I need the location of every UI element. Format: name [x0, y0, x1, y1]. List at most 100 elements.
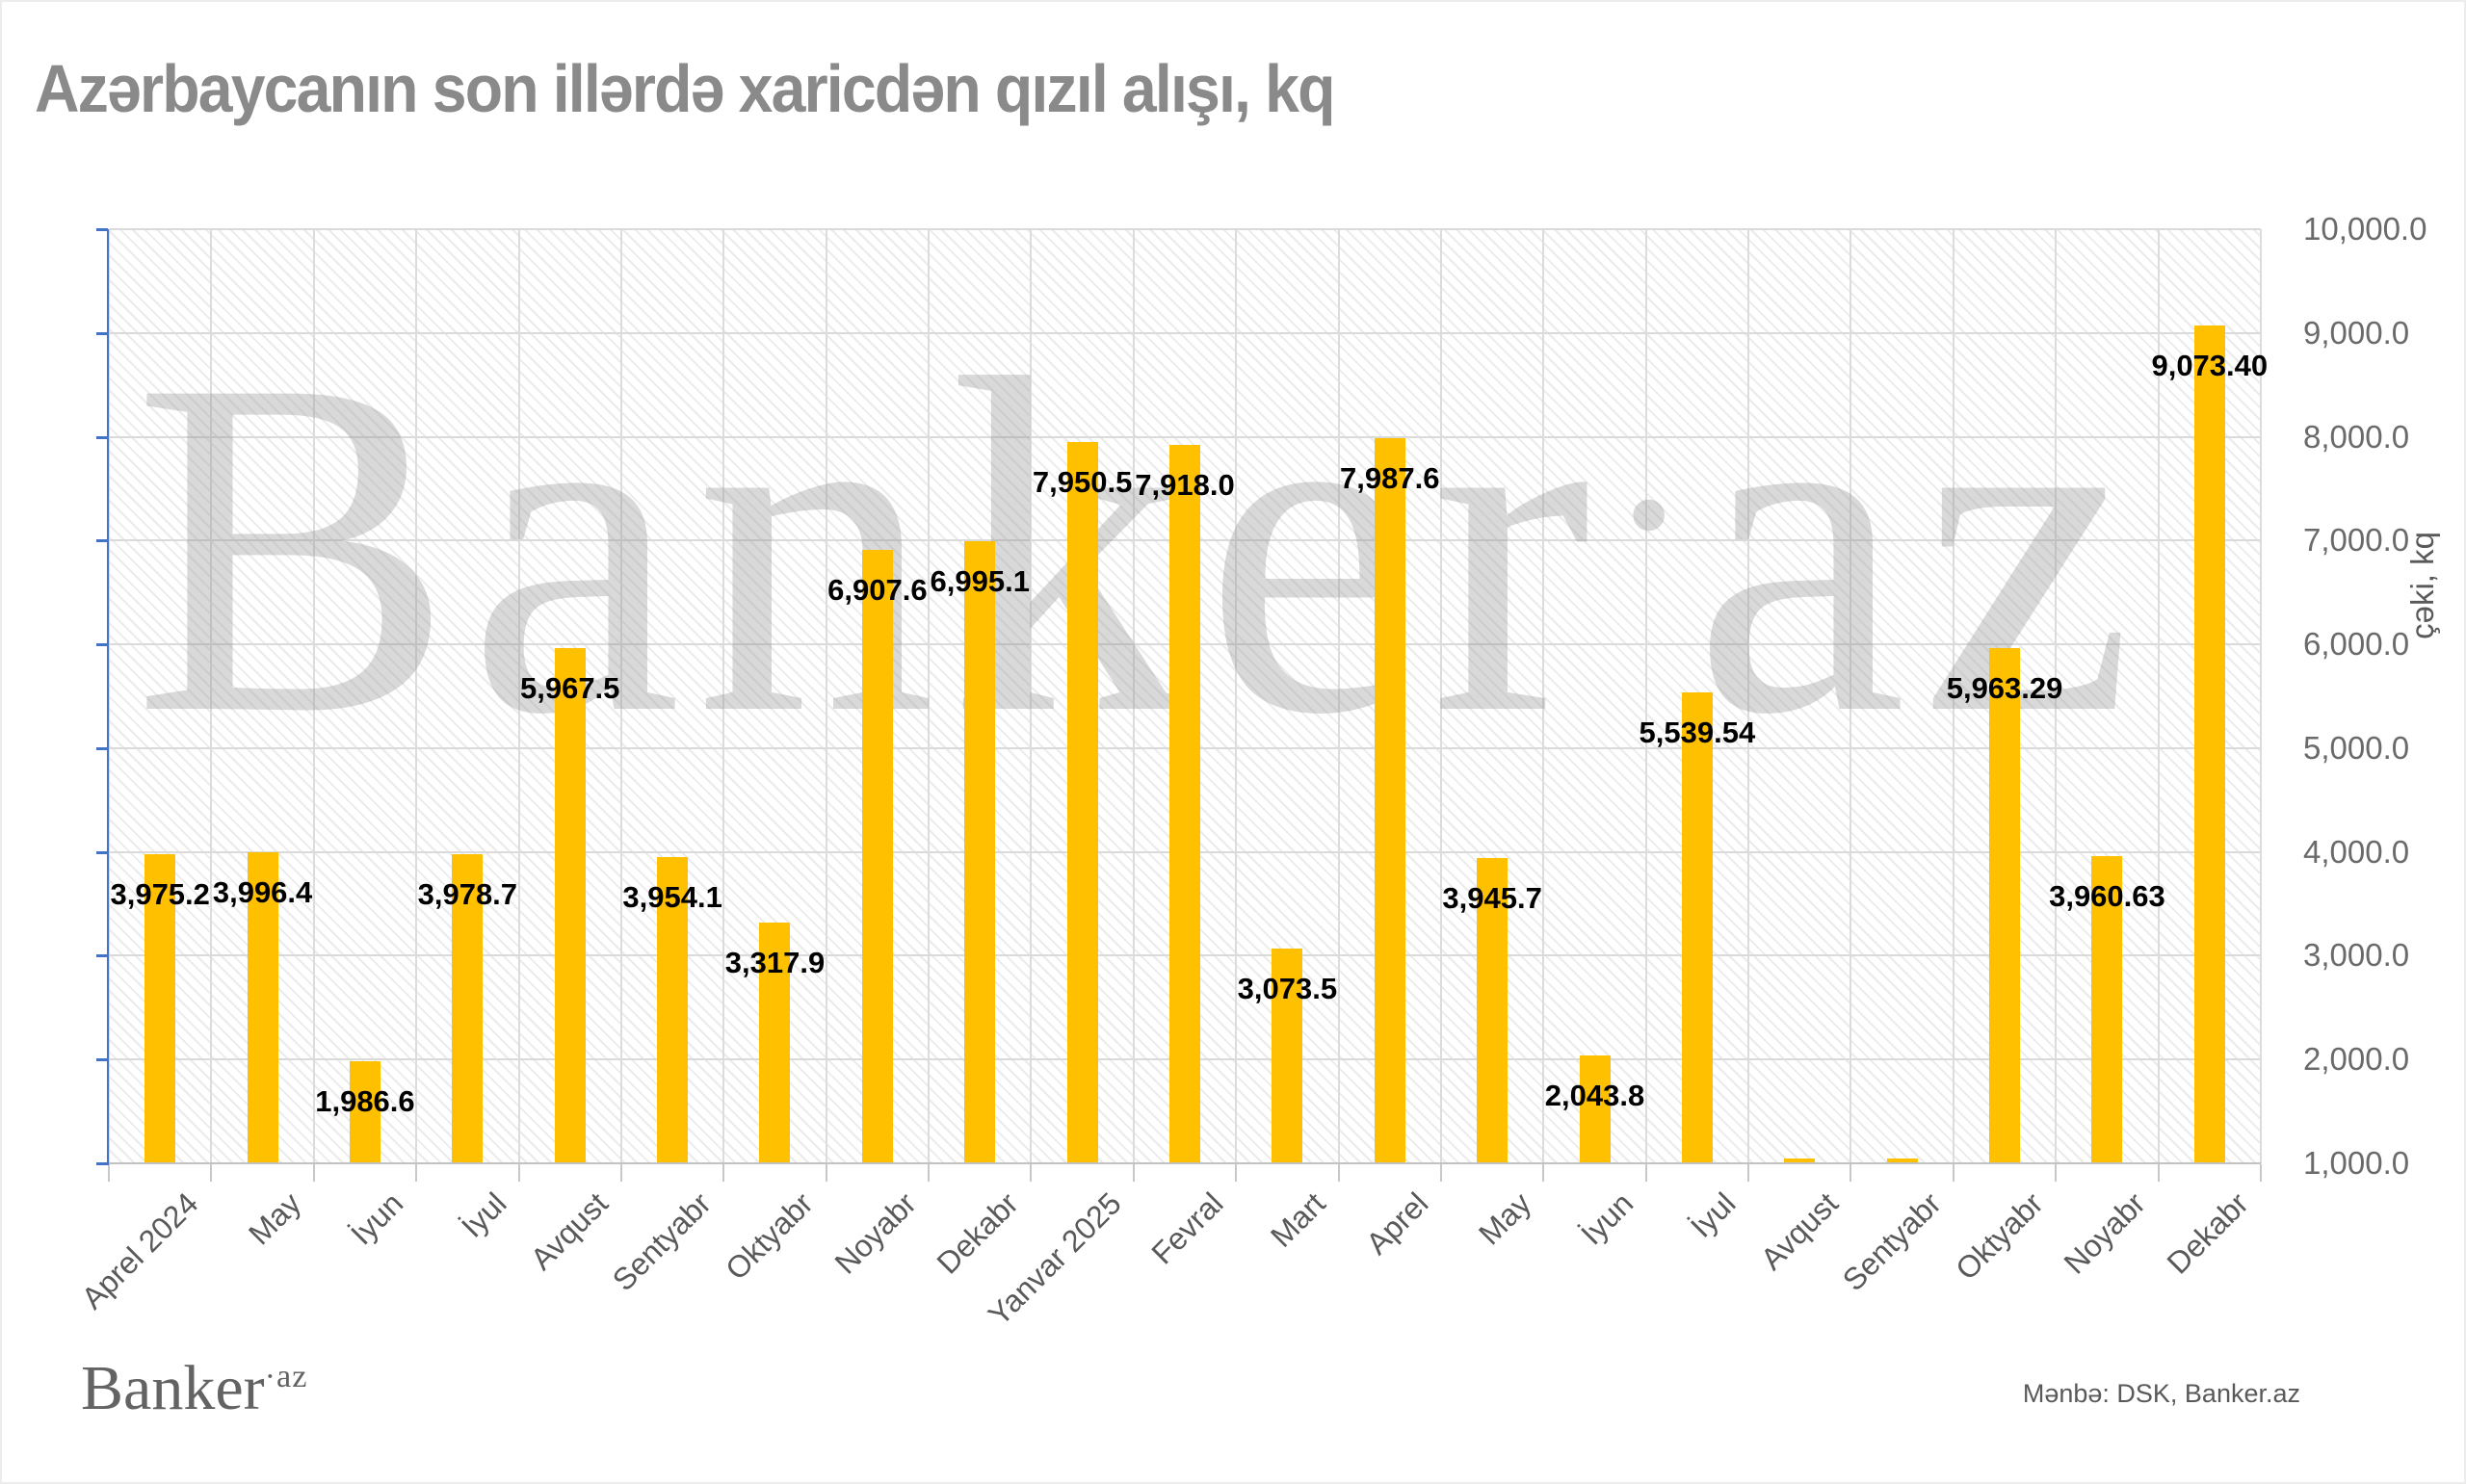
- bar-i̇yul: [1681, 691, 1713, 1163]
- data-label: 3,073.5: [1237, 971, 1338, 1005]
- logo-suffix: ·az: [264, 1358, 308, 1394]
- bar-aprel-2024: [144, 854, 176, 1163]
- gridline-vertical: [1132, 229, 1135, 1163]
- bar-oktyabr: [1989, 648, 2021, 1163]
- bar-avqust: [1784, 1159, 1816, 1163]
- gridline-horizontal: [109, 435, 2261, 438]
- gridline-vertical: [312, 229, 315, 1163]
- x-axis-tick: [1542, 1164, 1545, 1182]
- x-category-label: İyul: [454, 1185, 513, 1244]
- y-tick-label: 3,000.0: [2303, 937, 2410, 974]
- data-label: 5,539.54: [1639, 715, 1756, 749]
- gridline-vertical: [517, 229, 520, 1163]
- gridline-vertical: [1747, 229, 1750, 1163]
- x-category-label: Sentyabr: [1835, 1185, 1948, 1298]
- bar-sentyabr: [1886, 1159, 1918, 1163]
- y-tick-label: 10,000.0: [2303, 211, 2427, 247]
- x-category-label: Dekabr: [2160, 1185, 2255, 1281]
- x-category-label: Noyabr: [827, 1185, 923, 1281]
- x-axis-tick: [415, 1164, 418, 1182]
- bar-avqust: [554, 647, 586, 1163]
- y-axis-tick: [96, 331, 108, 335]
- gridline-vertical: [1337, 229, 1340, 1163]
- logo-text: Banker: [81, 1353, 265, 1423]
- x-axis-tick: [1439, 1164, 1442, 1182]
- data-label: 2,043.8: [1544, 1078, 1645, 1112]
- gridline-vertical: [1850, 229, 1852, 1163]
- data-label: 7,987.6: [1340, 460, 1440, 495]
- x-axis-tick: [1337, 1164, 1340, 1182]
- gridline-vertical: [722, 229, 725, 1163]
- x-axis-tick: [312, 1164, 315, 1182]
- x-axis-tick: [928, 1164, 931, 1182]
- y-axis-line: [107, 229, 109, 1165]
- x-category-label: İyul: [1683, 1185, 1743, 1244]
- y-axis-tick: [96, 850, 108, 854]
- y-tick-label: 9,000.0: [2303, 314, 2410, 351]
- bar-dekabr: [964, 540, 996, 1163]
- bar-may: [247, 852, 278, 1163]
- bar-dekabr: [2193, 325, 2225, 1163]
- x-axis-tick: [2055, 1164, 2058, 1182]
- gridline-vertical: [108, 229, 110, 1163]
- data-label: 3,954.1: [622, 879, 722, 914]
- x-axis-tick: [1132, 1164, 1135, 1182]
- bar-i̇yun: [1579, 1054, 1611, 1163]
- gridline-vertical: [1952, 229, 1954, 1163]
- x-category-label: Aprel: [1359, 1185, 1435, 1262]
- source-note: Mənbə: DSK, Banker.az: [2022, 1379, 2300, 1408]
- data-label: 6,907.6: [827, 573, 928, 608]
- y-axis-tick: [96, 228, 108, 231]
- gridline-vertical: [2055, 229, 2058, 1163]
- x-axis-tick: [722, 1164, 725, 1182]
- bar-noyabr: [2091, 855, 2123, 1163]
- x-category-label: Oktyabr: [1949, 1185, 2050, 1287]
- y-axis-tick: [96, 954, 108, 958]
- data-label: 9,073.40: [2151, 348, 2269, 382]
- banker-az-logo: Banker·az: [81, 1352, 307, 1425]
- x-category-label: Sentyabr: [605, 1185, 718, 1298]
- data-label: 6,995.1: [930, 563, 1030, 598]
- data-label: 3,945.7: [1442, 880, 1542, 915]
- data-label: 7,918.0: [1135, 468, 1235, 503]
- x-axis-tick: [108, 1164, 110, 1182]
- y-tick-label: 5,000.0: [2303, 729, 2410, 766]
- gridline-vertical: [1644, 229, 1647, 1163]
- gridline-vertical: [1030, 229, 1033, 1163]
- x-category-label: Noyabr: [2057, 1185, 2153, 1281]
- x-axis-tick: [1235, 1164, 1238, 1182]
- x-axis-tick: [619, 1164, 622, 1182]
- bar-fevral: [1169, 445, 1200, 1163]
- data-label: 3,978.7: [417, 876, 518, 911]
- gridline-vertical: [210, 229, 213, 1163]
- x-category-label: Fevral: [1144, 1185, 1230, 1271]
- x-category-label: Aprel 2024: [75, 1185, 205, 1316]
- data-label: 5,967.5: [519, 670, 620, 705]
- gridline-horizontal: [109, 228, 2261, 230]
- y-tick-label: 1,000.0: [2303, 1145, 2410, 1181]
- bar-mart: [1272, 948, 1303, 1163]
- bar-oktyabr: [759, 923, 791, 1163]
- bar-aprel: [1374, 437, 1405, 1163]
- x-category-label: İyun: [1574, 1185, 1640, 1252]
- x-axis-tick: [210, 1164, 213, 1182]
- y-axis-tick: [96, 1058, 108, 1062]
- data-label: 3,996.4: [212, 875, 313, 910]
- x-axis-tick: [2157, 1164, 2160, 1182]
- x-category-label: May: [1471, 1185, 1537, 1252]
- x-axis-tick: [1747, 1164, 1750, 1182]
- y-axis-tick: [96, 539, 108, 543]
- y-tick-label: 2,000.0: [2303, 1041, 2410, 1078]
- gridline-vertical: [2260, 229, 2262, 1163]
- y-tick-label: 6,000.0: [2303, 626, 2410, 663]
- bar-i̇yun: [349, 1060, 380, 1163]
- x-category-label: Mart: [1264, 1185, 1333, 1255]
- x-axis-tick: [1030, 1164, 1033, 1182]
- x-category-label: Avqust: [1753, 1185, 1846, 1277]
- bar-may: [1477, 857, 1508, 1163]
- x-category-label: Dekabr: [930, 1185, 1025, 1281]
- bar-noyabr: [861, 550, 893, 1163]
- x-axis-tick: [517, 1164, 520, 1182]
- gridline-vertical: [825, 229, 827, 1163]
- bar-i̇yul: [452, 853, 484, 1163]
